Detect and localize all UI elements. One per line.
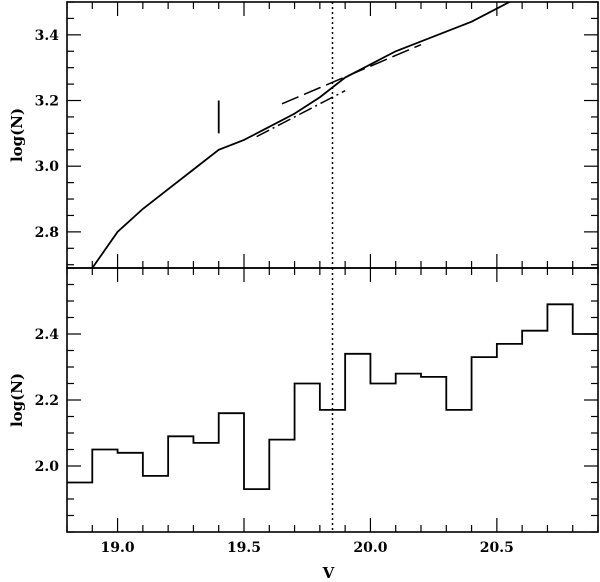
- bottom-ytick-label: 2.4: [35, 327, 60, 343]
- top-ytick-label: 3.4: [35, 28, 60, 44]
- top-series-dashed-line: [281, 44, 422, 105]
- bottom-panel: 2.0 2.2 2.4 19.0 19.5 20.0 20.5 log(N) V: [8, 267, 599, 582]
- top-panel: 2.8 3.0 3.2 3.4 log(N): [8, 1, 599, 269]
- bottom-xtick-label: 19.5: [227, 540, 261, 556]
- top-series-group: [91, 2, 512, 268]
- top-series-solid-line: [91, 2, 512, 268]
- bottom-ylabel: log(N): [8, 373, 26, 427]
- top-ytick-label: 3.2: [35, 94, 59, 110]
- top-ylabel: log(N): [8, 108, 26, 162]
- bottom-ytick-label: 2.0: [35, 459, 60, 475]
- top-ytick-label: 3.0: [35, 159, 60, 175]
- bottom-xlabel: V: [322, 564, 335, 582]
- top-ytick-label: 2.8: [35, 225, 59, 241]
- bottom-xtick-label: 20.0: [353, 540, 387, 556]
- bottom-ytick-label: 2.2: [35, 393, 59, 409]
- top-series-dashdot-line: [256, 90, 346, 138]
- bottom-step-histogram: [67, 303, 598, 490]
- bottom-xtick-label: 20.5: [480, 540, 514, 556]
- bottom-series-group: [67, 268, 598, 532]
- bottom-xtick-label: 19.0: [101, 540, 135, 556]
